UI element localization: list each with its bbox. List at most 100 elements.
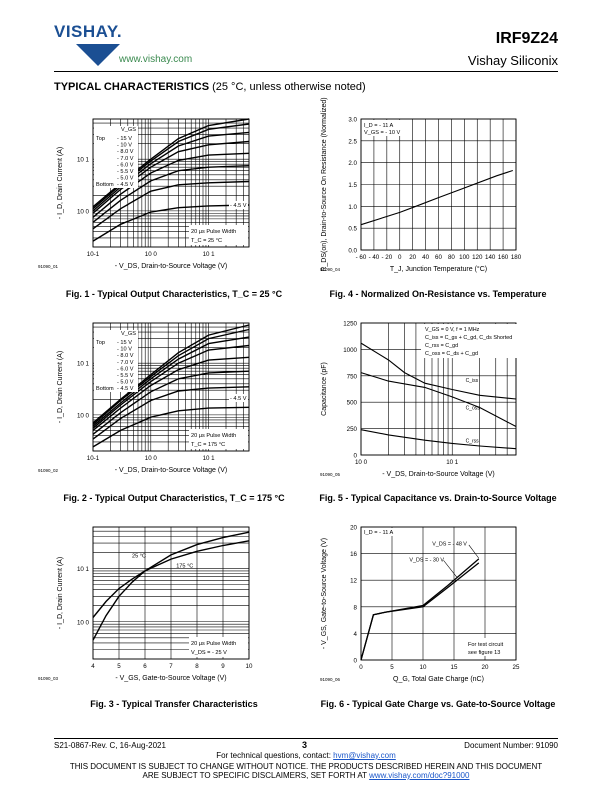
footer-disclaimer-link[interactable]: www.vishay.com/doc?91000 bbox=[369, 771, 470, 780]
x-tick-label: 20 bbox=[409, 254, 416, 261]
legend-entry: - 8.0 V bbox=[117, 149, 134, 155]
annotation-box bbox=[362, 120, 408, 136]
fig3-caption: Fig. 3 - Typical Transfer Characteristic… bbox=[90, 699, 258, 709]
fig5-caption: Fig. 5 - Typical Capacitance vs. Drain-t… bbox=[319, 493, 557, 503]
x-tick-label: 10 1 bbox=[203, 251, 216, 258]
x-tick-label: 60 bbox=[435, 254, 442, 261]
y-axis-label: - I_D, Drain Current (A) bbox=[57, 351, 64, 423]
y-axis-label: R_DS(on), Drain-to-Source On Resistance … bbox=[321, 97, 328, 271]
series-label: C_iss bbox=[466, 378, 479, 384]
fig5-chart: 10 0 10 1 0 250 500 750 1000 1250 - V_DS, Drain-… bbox=[320, 321, 517, 478]
x-tick-label: 8 bbox=[195, 663, 199, 670]
header-url[interactable]: www.vishay.com bbox=[119, 54, 193, 65]
y-axis-label: - I_D, Drain Current (A) bbox=[57, 147, 64, 219]
legend-entry: - 15 V bbox=[117, 136, 132, 142]
legend-entry: - 6.0 V bbox=[117, 162, 134, 168]
legend-background bbox=[94, 330, 138, 392]
legend-bottom-label: Bottom bbox=[96, 386, 114, 392]
fig4-chart: - 60- 40- 20 0 20 40 60 80 100 120 140 160 180 0.0 0… bbox=[320, 97, 522, 273]
plot-frame bbox=[92, 526, 250, 660]
annotation-text: 20 µs Pulse Width bbox=[191, 229, 236, 235]
annotation-box bbox=[189, 429, 248, 449]
fig3-chart: 4 5 6 7 8 9 10 10 0 10 1 - V_GS, Gate-to-Source V… bbox=[38, 526, 253, 682]
part-number: IRF9Z24 bbox=[495, 30, 558, 47]
series-line-0 bbox=[360, 342, 517, 400]
y-tick-label: 3.0 bbox=[348, 117, 357, 124]
y-tick-label: 10 1 bbox=[77, 157, 90, 164]
series-line-0 bbox=[360, 169, 513, 226]
series-line-5 bbox=[92, 165, 250, 223]
legend-entry: - 7.0 V bbox=[117, 360, 134, 366]
series-line-0 bbox=[360, 558, 480, 661]
legend-entry: - 5.0 V bbox=[117, 380, 134, 386]
fig1-caption: Fig. 1 - Typical Output Characteristics,… bbox=[65, 289, 283, 299]
footer-contact-email[interactable]: hvm@vishay.com bbox=[333, 751, 396, 760]
annotation-text: C_oss = C_ds + C_gd bbox=[425, 351, 478, 357]
x-tick-label: 10-1 bbox=[87, 455, 100, 462]
legend-entry: - 7.0 V bbox=[117, 156, 134, 162]
y-tick-label: 10 0 bbox=[77, 412, 90, 419]
figure-code: 91090_01 bbox=[38, 264, 59, 269]
y-tick-label: 0.5 bbox=[348, 226, 357, 233]
series-line-1 bbox=[92, 540, 250, 618]
footer-divider bbox=[54, 738, 558, 739]
series-line-3 bbox=[92, 140, 250, 214]
vishay-logo-text: VISHAY. bbox=[54, 22, 123, 41]
annotation-text: 20 µs Pulse Width bbox=[191, 641, 236, 647]
x-tick-label: 10 0 bbox=[355, 459, 368, 466]
series-line-2 bbox=[92, 336, 250, 427]
x-tick-label: - 20 bbox=[381, 254, 392, 261]
x-tick-label: 40 bbox=[422, 254, 429, 261]
fig1-chart: 10-1 10 0 10 1 10 0 10 1 - V_DS, Drain-to-Sou… bbox=[38, 118, 250, 270]
figure-code: 91090_03 bbox=[38, 676, 59, 681]
legend-entry: - 8.0 V bbox=[117, 353, 134, 359]
x-axis-label: - V_DS, Drain-to-Source Voltage (V) bbox=[115, 263, 227, 270]
y-tick-label: 750 bbox=[347, 373, 358, 380]
footer-doc-rev: S21-0867-Rev. C, 16-Aug-2021 bbox=[54, 741, 166, 750]
series-line-1 bbox=[360, 372, 517, 427]
series-label: 25 °C bbox=[132, 554, 146, 560]
x-tick-label: 0 bbox=[359, 664, 363, 671]
y-tick-label: 10 1 bbox=[77, 361, 90, 368]
leader-line bbox=[468, 544, 480, 559]
x-tick-label: 10-1 bbox=[87, 251, 100, 258]
annotation-text: see figure 13 bbox=[468, 650, 500, 656]
annotation-text: - 4.5 V bbox=[230, 396, 247, 402]
y-tick-label: 10 1 bbox=[77, 566, 90, 573]
annotation-box bbox=[229, 201, 248, 209]
figure-code: 91090_04 bbox=[320, 267, 341, 272]
plot-frame bbox=[360, 526, 517, 661]
series-line-4 bbox=[92, 152, 250, 218]
y-tick-label: 4 bbox=[354, 631, 358, 638]
x-axis-label: T_J, Junction Temperature (°C) bbox=[390, 265, 487, 273]
x-tick-label: 10 bbox=[420, 664, 427, 671]
y-tick-label: 1.5 bbox=[348, 182, 357, 189]
legend-top-label: Top bbox=[96, 340, 105, 346]
annotation-text: - 4.5 V bbox=[230, 203, 247, 209]
x-axis-label: - V_DS, Drain-to-Source Voltage (V) bbox=[115, 467, 227, 474]
x-tick-label: 6 bbox=[143, 663, 147, 670]
annotation-text: C_iss = C_gs + C_gd, C_ds Shorted bbox=[425, 335, 512, 341]
x-tick-label: 80 bbox=[448, 254, 455, 261]
legend-header: V_GS bbox=[121, 331, 136, 337]
x-tick-label: 20 bbox=[482, 664, 489, 671]
annotation-box bbox=[466, 638, 515, 656]
header-divider bbox=[54, 71, 558, 72]
series-label: C_rss bbox=[466, 438, 480, 444]
annotation-text: For test circuit bbox=[468, 642, 504, 648]
legend-entry: - 5.5 V bbox=[117, 169, 134, 175]
plot-frame bbox=[360, 118, 517, 251]
annotation-text: I_D = - 11 A bbox=[364, 530, 394, 536]
y-axis-label: - I_D, Drain Current (A) bbox=[57, 557, 64, 629]
x-tick-label: 9 bbox=[221, 663, 225, 670]
y-tick-label: 12 bbox=[350, 578, 357, 585]
legend-entry: - 5.0 V bbox=[117, 176, 134, 182]
annotation-box bbox=[362, 528, 402, 536]
section-subtitle: (25 °C, unless otherwise noted) bbox=[212, 81, 366, 93]
y-axis-label: - V_GS, Gate-to-Source Voltage (V) bbox=[321, 538, 328, 649]
footer-doc-number: Document Number: 91090 bbox=[464, 741, 558, 750]
legend-header: V_GS bbox=[121, 127, 136, 133]
x-tick-label: 10 0 bbox=[145, 251, 158, 258]
footer-disclaimer-1: THIS DOCUMENT IS SUBJECT TO CHANGE WITHO… bbox=[69, 762, 543, 771]
footer-contact: For technical questions, contact: hvm@vi… bbox=[54, 751, 558, 760]
